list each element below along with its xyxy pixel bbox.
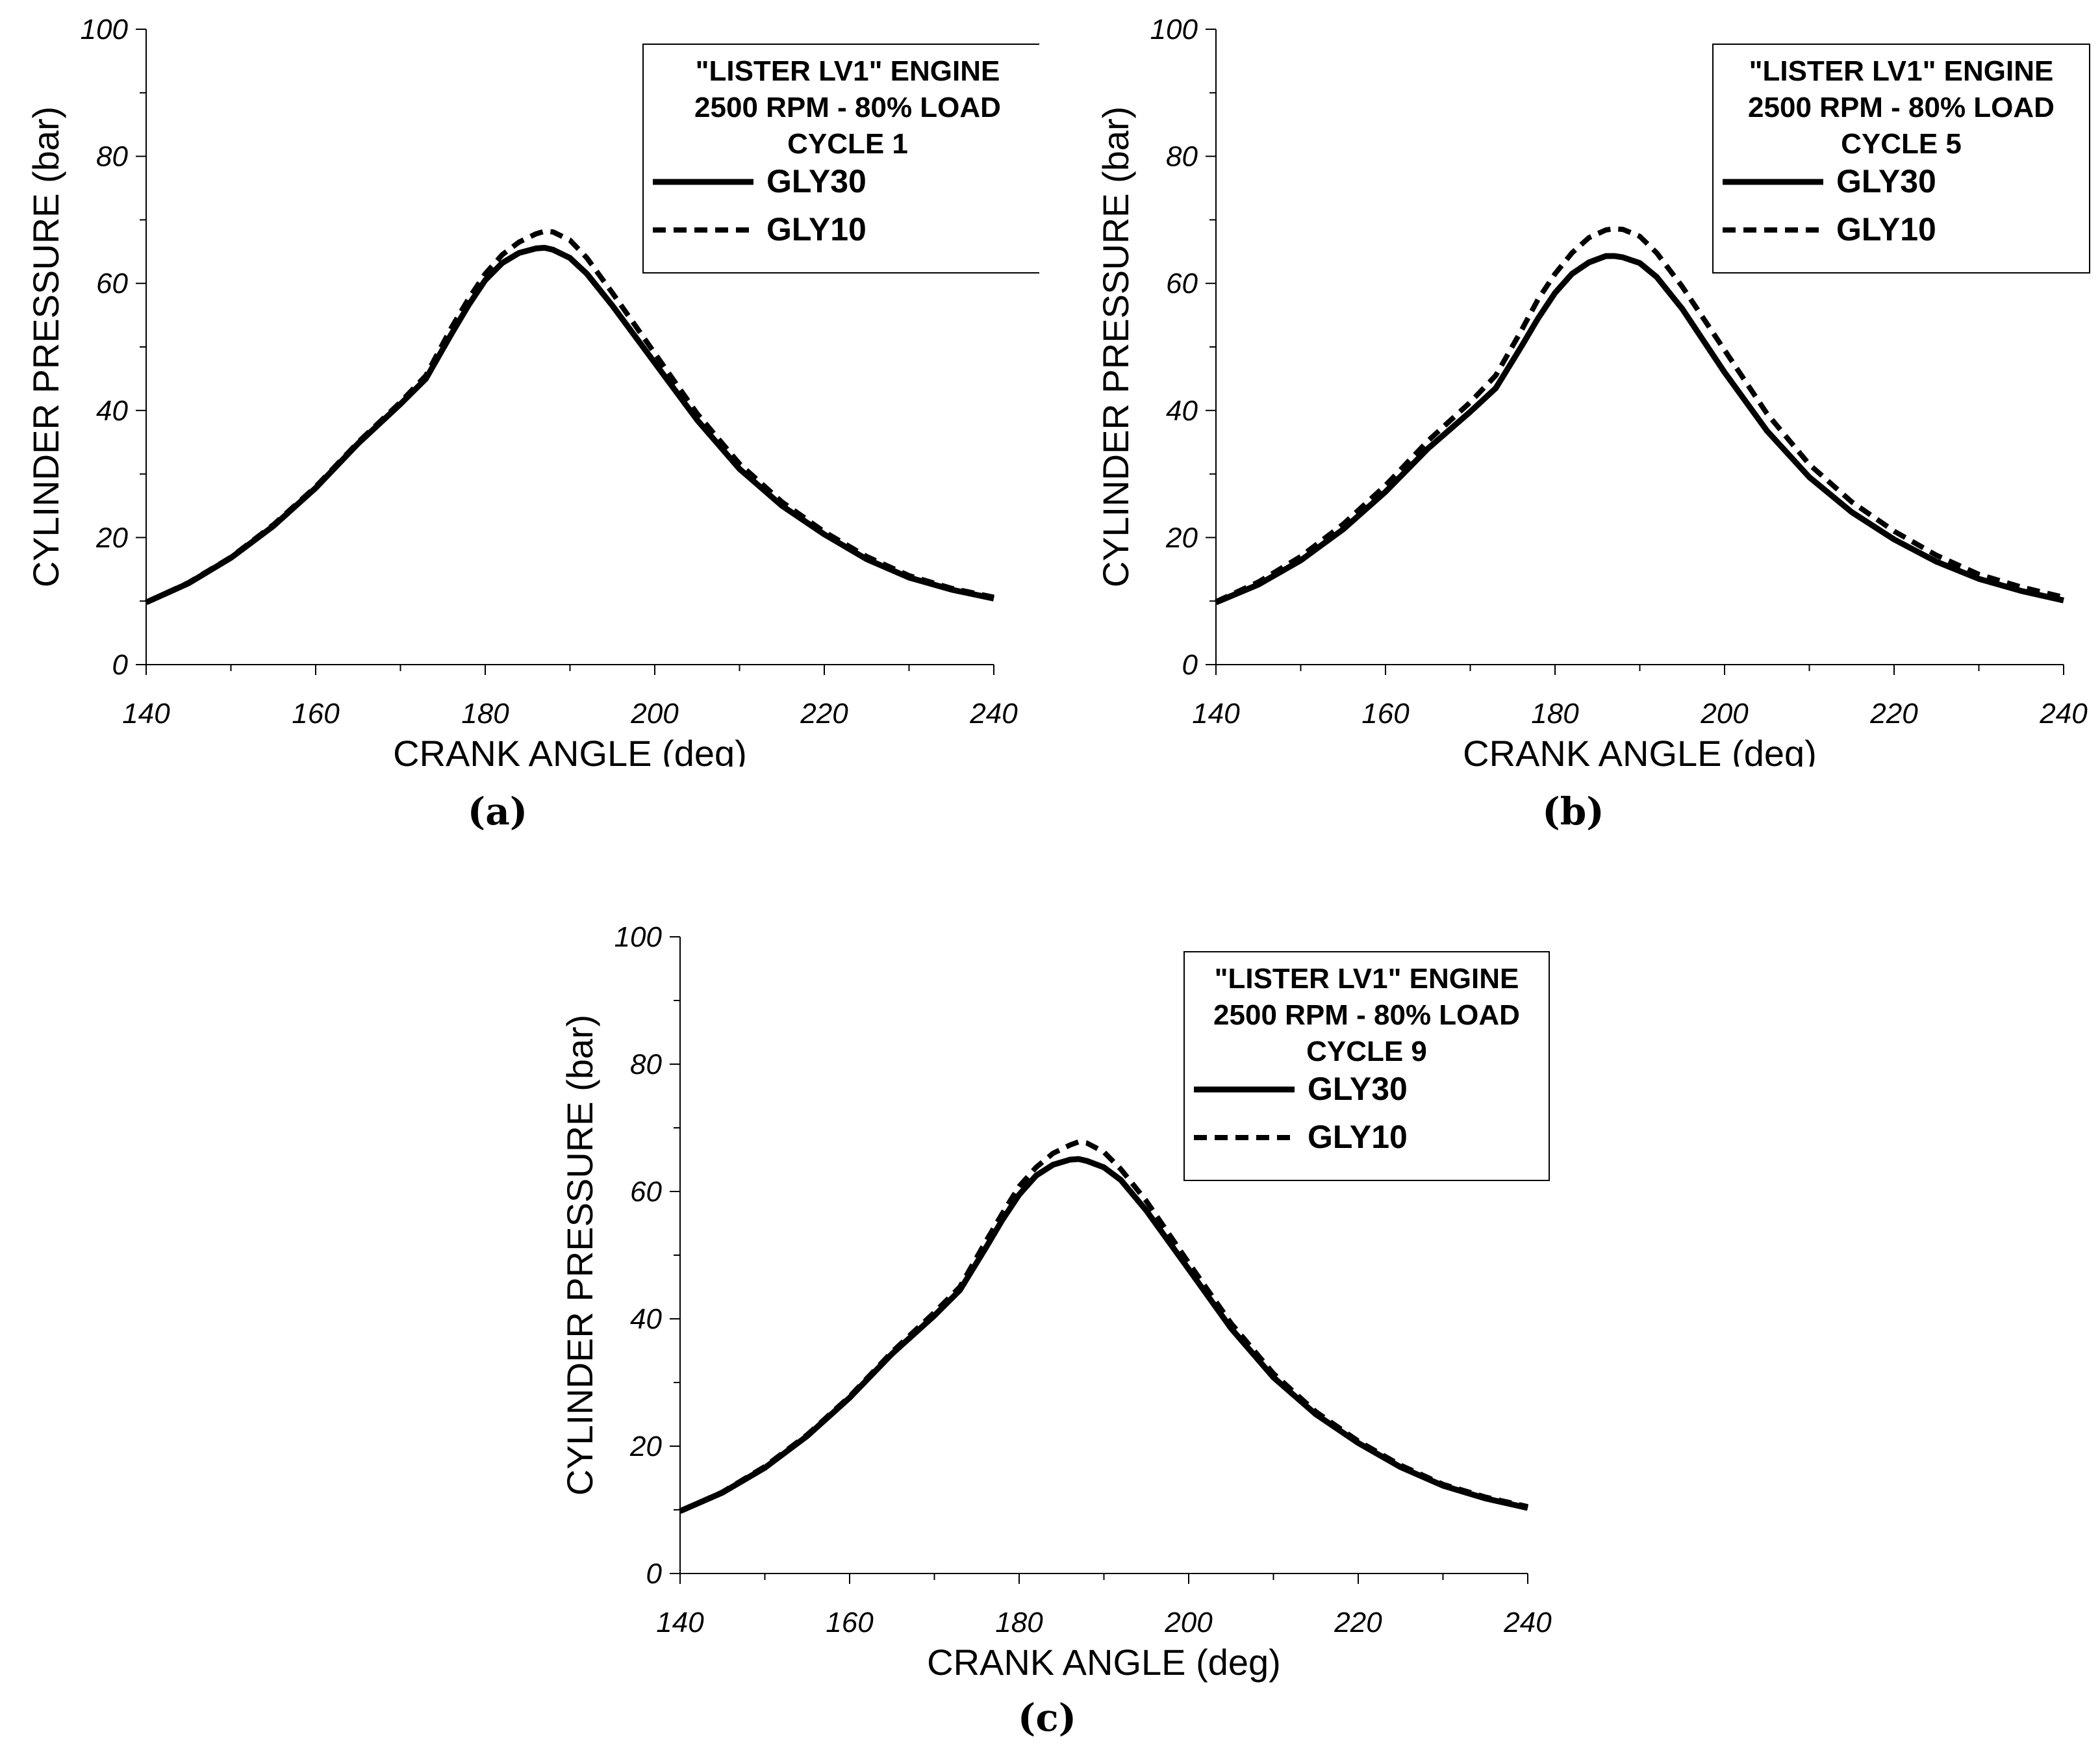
y-tick-label: 0	[1182, 649, 1198, 681]
y-tick-label: 40	[1166, 395, 1198, 427]
x-tick-label: 240	[2039, 698, 2088, 730]
x-tick-label: 220	[800, 698, 848, 730]
x-tick-label: 160	[1361, 698, 1410, 730]
x-tick-label: 200	[630, 698, 679, 730]
legend-label-gly10: GLY10	[766, 211, 867, 248]
x-tick-label: 200	[1164, 1607, 1213, 1638]
chart-a: 140 160 180 200 220 240 0 20 40 60 80 100 CRANK ANGL…	[25, 14, 1039, 767]
x-axis-title: CRANK ANGLE (deg)	[927, 1642, 1281, 1683]
x-tick-label: 160	[826, 1607, 874, 1638]
legend-title-line: CYCLE 9	[1306, 1036, 1427, 1067]
y-axis-title: CYLINDER PRESSURE (bar)	[1095, 107, 1136, 588]
x-tick-label: 240	[969, 698, 1018, 730]
legend-title-line: CYCLE 1	[787, 128, 908, 160]
x-tick-label: 140	[122, 698, 170, 730]
chart-b: 140 160 180 200 220 240 0 20 40 60 80 100 CRANK ANGL…	[1095, 14, 2090, 767]
series-line-gly30	[679, 1156, 1528, 1514]
legend-title-line: 2500 RPM - 80% LOAD	[694, 92, 1001, 123]
legend-title-line: "LISTER LV1" ENGINE	[1749, 55, 2054, 87]
legend-box	[1712, 44, 2090, 274]
y-axis-title: CYLINDER PRESSURE (bar)	[25, 107, 66, 588]
y-tick-label: 40	[630, 1303, 662, 1335]
y-tick-label: 60	[630, 1176, 662, 1208]
legend-title-line: CYCLE 5	[1841, 128, 1962, 160]
y-tick-label: 0	[646, 1558, 663, 1590]
y-tick-label: 20	[629, 1431, 662, 1462]
x-tick-label: 220	[1869, 698, 1918, 730]
series-line-gly10	[679, 1139, 1528, 1514]
x-tick-label: 140	[656, 1607, 704, 1638]
x-axis-title: CRANK ANGLE (deg)	[1463, 733, 1817, 767]
x-tick-label: 180	[1531, 698, 1579, 730]
y-tick-label: 60	[1166, 268, 1198, 299]
y-axis-title: CYLINDER PRESSURE (bar)	[559, 1015, 600, 1496]
legend-label-gly30: GLY30	[1308, 1071, 1408, 1107]
x-tick-label: 180	[461, 698, 509, 730]
legend-title-line: 2500 RPM - 80% LOAD	[1213, 999, 1520, 1031]
series-line-gly30	[145, 244, 994, 605]
panel-caption-b: (b)	[1542, 789, 1604, 834]
legend-title-line: "LISTER LV1" ENGINE	[1215, 963, 1519, 995]
legend-title-line: "LISTER LV1" ENGINE	[696, 55, 1000, 87]
x-tick-label: 240	[1503, 1607, 1552, 1638]
y-tick-label: 100	[1150, 14, 1198, 45]
chart-c: 140 160 180 200 220 240 0 20 40 60 80 100 CRANK ANGL…	[559, 921, 1552, 1683]
panel-caption-c: (c)	[1017, 1696, 1077, 1740]
y-tick-label: 20	[95, 522, 128, 554]
legend-box	[1183, 951, 1550, 1181]
legend-label-gly30: GLY30	[1836, 163, 1936, 199]
y-tick-label: 80	[96, 141, 128, 173]
x-tick-label: 220	[1334, 1607, 1382, 1638]
y-tick-label: 40	[96, 395, 128, 427]
legend-label-gly30: GLY30	[766, 163, 867, 199]
legend-box	[642, 44, 1039, 274]
panel-caption-a: (a)	[467, 789, 528, 834]
x-axis-title: CRANK ANGLE (deg)	[393, 733, 747, 767]
legend-label-gly10: GLY10	[1836, 211, 1936, 248]
legend-title-line: 2500 RPM - 80% LOAD	[1748, 92, 2055, 123]
legend-label-gly10: GLY10	[1308, 1119, 1408, 1155]
y-tick-label: 100	[81, 14, 129, 45]
y-tick-label: 20	[1165, 522, 1198, 554]
series-line-gly10	[145, 229, 994, 605]
x-tick-label: 180	[995, 1607, 1043, 1638]
series-line-gly30	[1215, 253, 2064, 605]
x-tick-label: 200	[1700, 698, 1749, 730]
y-tick-label: 0	[112, 649, 129, 681]
y-tick-label: 80	[1166, 141, 1198, 173]
y-tick-label: 80	[630, 1049, 662, 1080]
y-tick-label: 60	[96, 268, 128, 299]
series-line-gly10	[1215, 226, 2064, 604]
x-tick-label: 140	[1192, 698, 1240, 730]
y-tick-label: 100	[614, 921, 663, 953]
x-tick-label: 160	[292, 698, 340, 730]
